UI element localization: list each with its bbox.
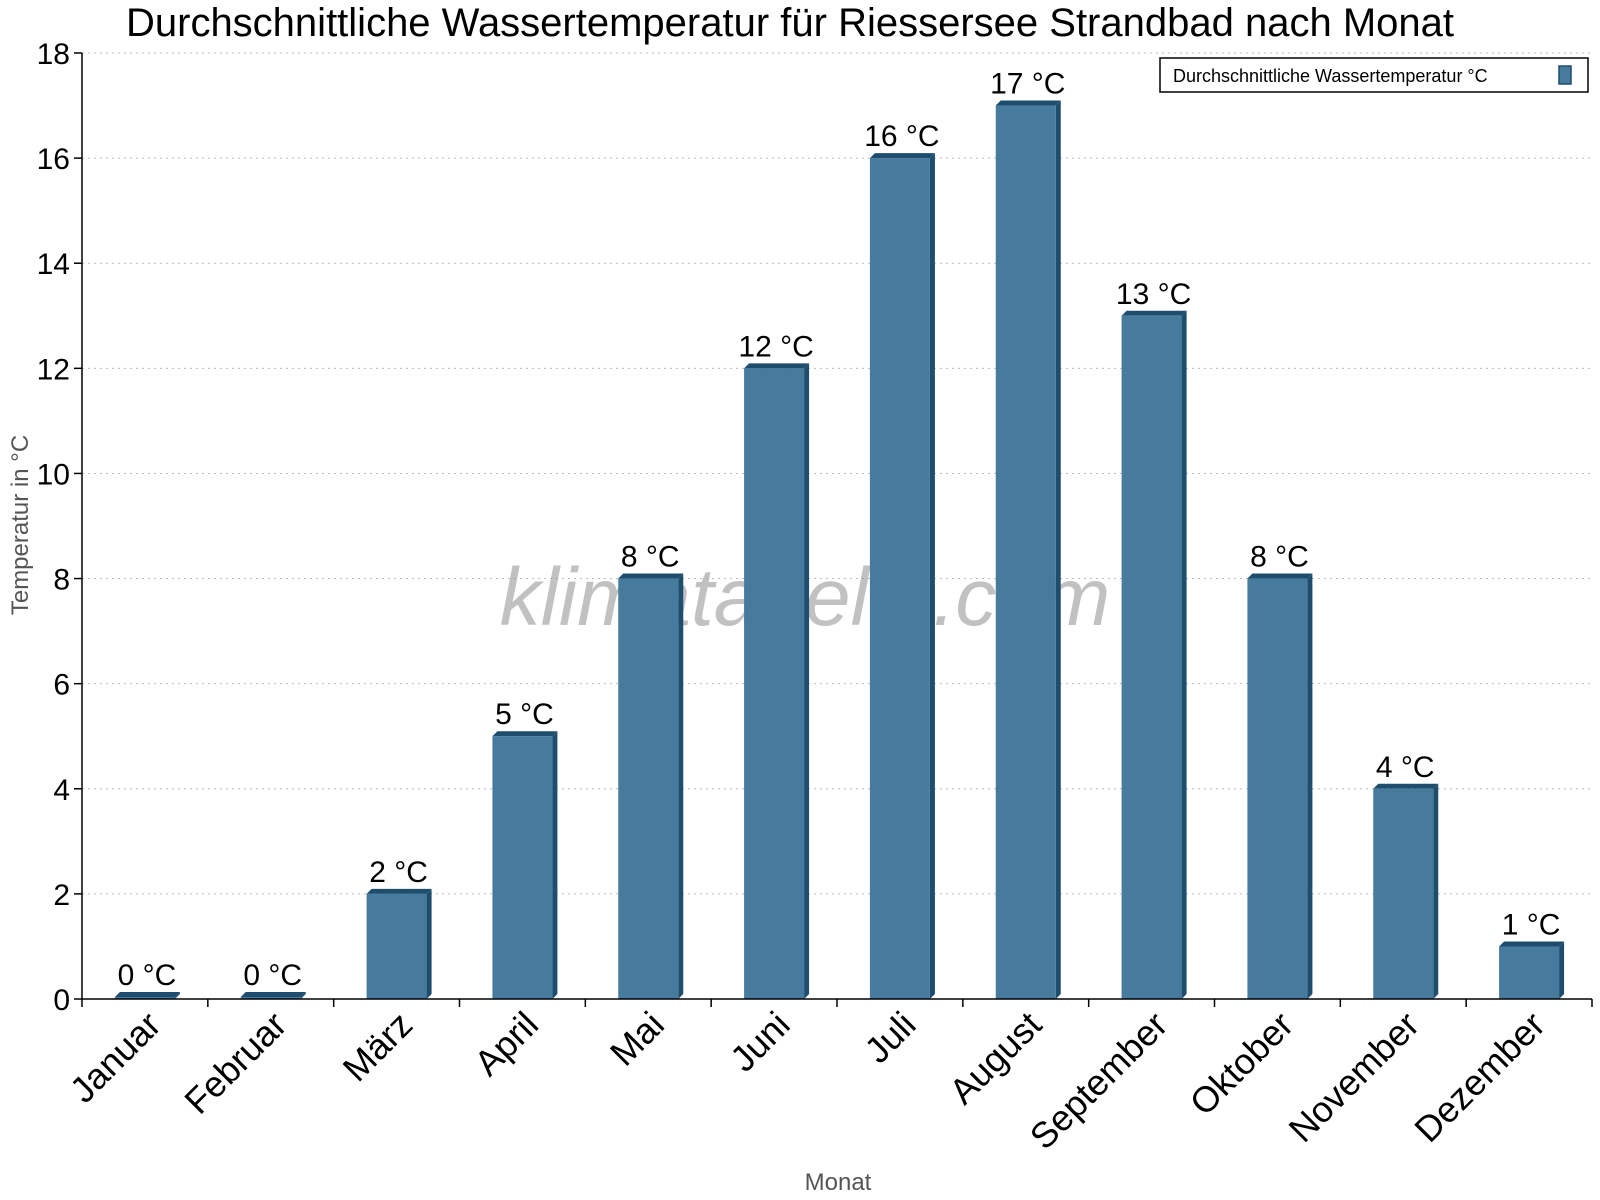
bar-front	[869, 158, 930, 1000]
bar-dezember	[1499, 941, 1565, 999]
bar-front	[1499, 946, 1560, 999]
x-tick-label-juni: Juni	[722, 1004, 798, 1080]
bar-front	[492, 736, 553, 999]
legend-swatch	[1558, 65, 1572, 85]
bar-top	[1373, 783, 1439, 789]
bar-front	[1121, 315, 1182, 999]
bar-top	[114, 992, 180, 997]
x-tick-label-januar: Januar	[62, 1004, 169, 1111]
y-tick-label-4: 8	[53, 564, 70, 597]
bar-juli	[869, 153, 935, 1000]
bar-side	[1433, 783, 1439, 999]
x-tick-label-september: September	[1022, 1004, 1176, 1158]
x-tick-label-august: August	[941, 1004, 1049, 1112]
bar-top	[1247, 573, 1313, 579]
bar-januar	[114, 992, 180, 999]
bar-side	[1307, 573, 1313, 999]
bar-front	[366, 893, 427, 999]
x-tick-label-april: April	[466, 1004, 546, 1084]
y-axis-title: Temperatur in °C	[7, 435, 34, 615]
bar-side	[929, 153, 935, 1000]
data-label-februar: 0 °C	[243, 959, 302, 992]
y-tick-label-2: 4	[53, 774, 70, 807]
bar-side	[678, 573, 684, 999]
x-tick-label-märz: März	[335, 1004, 421, 1090]
bar-top	[618, 573, 684, 579]
y-tick-label-8: 16	[37, 143, 70, 176]
bar-november	[1373, 783, 1439, 999]
y-tick-label-9: 18	[37, 38, 70, 71]
bar-side	[804, 363, 810, 999]
x-tick-label-oktober: Oktober	[1182, 1004, 1302, 1124]
bar-märz	[366, 888, 432, 999]
bar-front	[240, 997, 301, 999]
legend-label: Durchschnittliche Wassertemperatur °C	[1173, 66, 1488, 86]
data-label-juni: 12 °C	[738, 330, 813, 363]
x-tick-label-februar: Februar	[176, 1004, 294, 1122]
legend-box	[1159, 57, 1589, 93]
bar-september	[1121, 310, 1187, 999]
bar-side	[1559, 941, 1565, 999]
y-tick-label-6: 12	[37, 353, 70, 386]
chart-title: Durchschnittliche Wassertemperatur für R…	[126, 1, 1454, 45]
bar-side	[552, 731, 558, 999]
data-label-januar: 0 °C	[118, 959, 177, 992]
x-axis-title: Monat	[805, 1169, 872, 1196]
bar-februar	[240, 992, 306, 999]
bar-top	[744, 363, 810, 369]
bar-front	[995, 105, 1056, 1000]
bar-front	[618, 578, 679, 999]
bar-mai	[618, 573, 684, 999]
data-label-august: 17 °C	[990, 68, 1065, 101]
data-label-juli: 16 °C	[864, 120, 939, 153]
bar-side	[300, 992, 306, 999]
x-tick-label-dezember: Dezember	[1406, 1004, 1552, 1150]
bar-top	[492, 731, 558, 737]
bar-front	[1247, 578, 1308, 999]
legend: Durchschnittliche Wassertemperatur °C	[1159, 57, 1589, 93]
bar-front	[744, 368, 805, 999]
bar-front	[114, 997, 175, 999]
y-tick-label-7: 14	[37, 248, 70, 281]
bar-top	[240, 992, 306, 997]
x-tick-label-mai: Mai	[602, 1004, 672, 1074]
data-label-märz: 2 °C	[369, 856, 428, 889]
y-tick-label-0: 0	[53, 984, 70, 1017]
bar-front	[1373, 788, 1434, 999]
bar-april	[492, 731, 558, 999]
bars	[114, 100, 1565, 1000]
x-tick-label-november: November	[1280, 1004, 1426, 1150]
data-label-dezember: 1 °C	[1502, 908, 1561, 941]
data-label-november: 4 °C	[1376, 751, 1435, 784]
y-tick-label-3: 6	[53, 669, 70, 702]
bar-side	[174, 992, 180, 999]
bar-side	[426, 888, 432, 999]
x-tick-label-juli: Juli	[856, 1004, 923, 1071]
data-label-mai: 8 °C	[621, 541, 680, 574]
y-tick-label-1: 2	[53, 879, 70, 912]
data-label-september: 13 °C	[1116, 278, 1191, 311]
gridlines	[82, 52, 1592, 895]
bar-top	[366, 888, 432, 894]
bar-side	[1055, 100, 1061, 1000]
y-tick-label-5: 10	[37, 458, 70, 491]
bar-august	[995, 100, 1061, 1000]
bar-top	[1121, 310, 1187, 316]
bar-oktober	[1247, 573, 1313, 999]
bar-top	[1499, 941, 1565, 947]
bar-side	[1181, 310, 1187, 999]
bar-juni	[744, 363, 810, 999]
data-label-oktober: 8 °C	[1250, 541, 1309, 574]
bar-top	[869, 153, 935, 159]
data-label-april: 5 °C	[495, 698, 554, 731]
bar-top	[995, 100, 1061, 106]
data-labels: 0 °C 0 °C 2 °C 5 °C 8 °C 12 °C 16 °C 17 °C 13 °C…	[118, 68, 1561, 992]
